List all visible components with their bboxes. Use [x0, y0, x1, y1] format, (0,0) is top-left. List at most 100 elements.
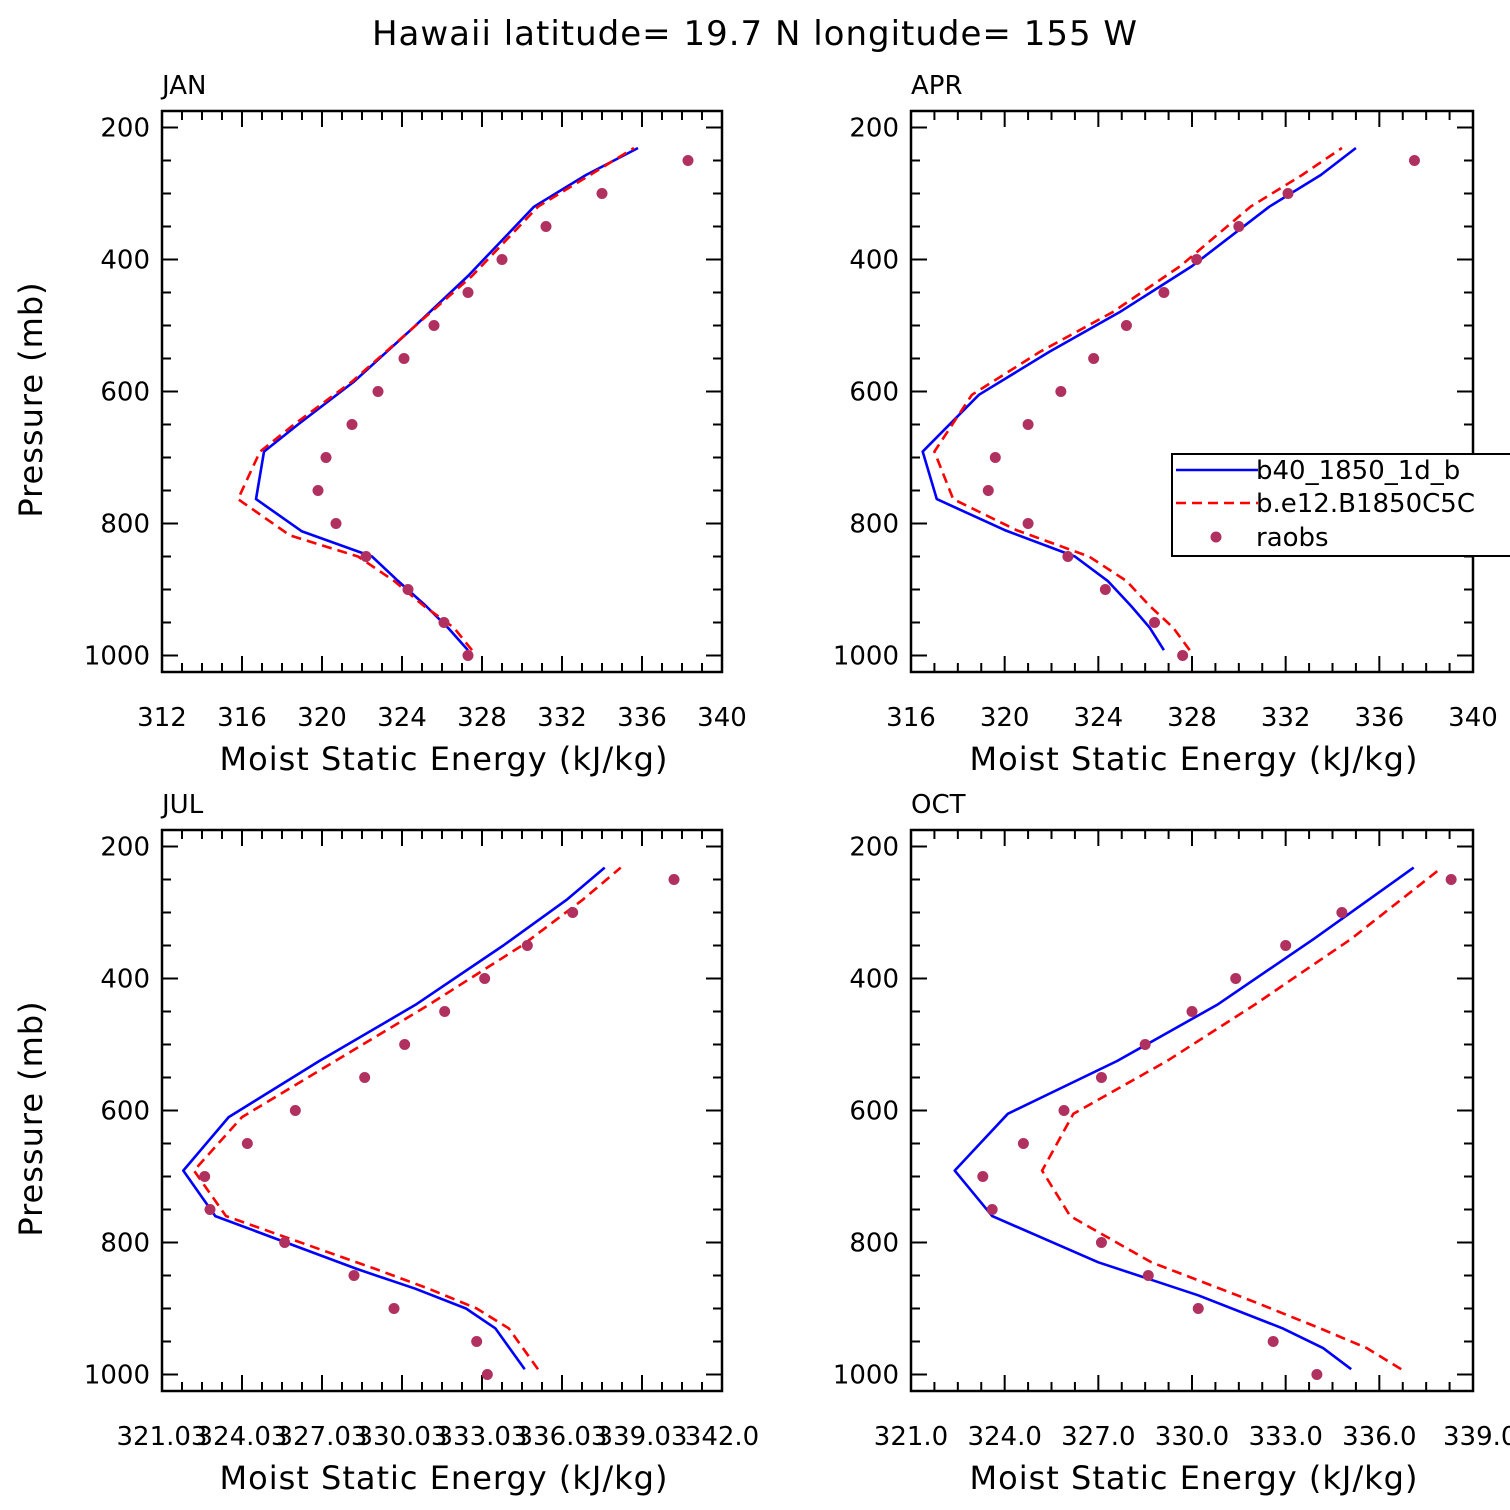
- raobs-point: [1233, 221, 1245, 232]
- y-tick-label: 800: [100, 510, 150, 540]
- x-tick-label: 336: [617, 703, 667, 733]
- series-line-b40: [953, 866, 1415, 1371]
- legend-marker-raobs: [1210, 531, 1222, 543]
- x-tick-label: 321.0: [874, 1422, 948, 1452]
- y-tick-label: 1000: [84, 642, 150, 672]
- x-tick-label: 320: [980, 703, 1030, 733]
- raobs-point: [1062, 551, 1074, 562]
- x-tick-label: 321.03: [117, 1422, 208, 1452]
- x-tick-label: 316: [217, 703, 267, 733]
- panel-jan: JAN 200 400 600 800 1000 312 316 320 324 328 332 336…: [12, 71, 747, 778]
- y-axis-title: Pressure (mb): [12, 1000, 50, 1236]
- raobs-point: [428, 320, 440, 331]
- panel-oct: OCT 200 400 600 800 1000 321.0 324.0 327.0 330.0 3…: [833, 790, 1510, 1497]
- plot-area: [236, 146, 694, 661]
- raobs-point: [289, 1105, 301, 1116]
- raobs-point: [496, 254, 508, 265]
- plot-frame: [909, 109, 1475, 674]
- x-axis-title: Moist Static Energy (kJ/kg): [970, 1459, 1419, 1497]
- figure-title: Hawaii latitude= 19.7 N longitude= 155 W: [372, 14, 1138, 54]
- legend-label: raobs: [1256, 523, 1329, 553]
- x-tick-label: 328: [1167, 703, 1217, 733]
- raobs-point: [540, 221, 552, 232]
- y-tick-label: 600: [849, 1097, 899, 1127]
- raobs-point: [989, 452, 1001, 463]
- raobs-point: [1022, 419, 1034, 430]
- raobs-point: [399, 1039, 411, 1050]
- legend-label: b40_1850_1d_b: [1256, 456, 1460, 486]
- raobs-point: [199, 1171, 211, 1182]
- y-tick-label: 800: [100, 1229, 150, 1259]
- x-tick-label: 320: [297, 703, 347, 733]
- raobs-point: [1139, 1039, 1151, 1050]
- y-tick-label: 400: [100, 246, 150, 276]
- raobs-point: [668, 874, 680, 885]
- x-tick-label: 336.0: [1342, 1422, 1416, 1452]
- plot-area: [182, 866, 680, 1380]
- raobs-point: [1088, 353, 1100, 364]
- series-line-b-e12: [236, 146, 635, 652]
- y-tick-label: 200: [849, 833, 899, 863]
- x-tick-label: 336: [1355, 703, 1405, 733]
- raobs-point: [1142, 1270, 1154, 1281]
- x-axis-title: Moist Static Energy (kJ/kg): [220, 1459, 669, 1497]
- x-tick-label: 340: [697, 703, 747, 733]
- raobs-point: [1191, 254, 1203, 265]
- raobs-point: [1058, 1105, 1070, 1116]
- raobs-point: [521, 940, 533, 951]
- raobs-point: [1311, 1369, 1323, 1380]
- legend-label: b.e12.B1850C5C: [1256, 489, 1475, 519]
- raobs-point: [1095, 1072, 1107, 1083]
- x-tick-label: 324.0: [967, 1422, 1041, 1452]
- panel-apr: APR 200 400 600 800 1000 316 320 324 328 332 336 340…: [833, 71, 1498, 778]
- y-tick-label: 600: [100, 378, 150, 408]
- raobs-point: [982, 485, 994, 496]
- x-tick-label: 330.03: [357, 1422, 448, 1452]
- panel-label: OCT: [911, 790, 966, 820]
- raobs-point: [372, 386, 384, 397]
- y-tick-label: 400: [849, 965, 899, 995]
- plot-area: [953, 866, 1457, 1380]
- plot-frame: [160, 828, 724, 1393]
- raobs-point: [1149, 617, 1161, 628]
- raobs-point: [360, 551, 372, 562]
- x-tick-label: 340: [1448, 703, 1498, 733]
- raobs-point: [1158, 287, 1170, 298]
- raobs-point: [1280, 940, 1292, 951]
- raobs-point: [1408, 155, 1420, 166]
- raobs-point: [398, 353, 410, 364]
- raobs-point: [279, 1237, 291, 1248]
- plot-area: [921, 146, 1420, 661]
- x-tick-label: 316: [886, 703, 936, 733]
- raobs-point: [330, 518, 342, 529]
- raobs-point: [462, 650, 474, 661]
- raobs-point: [1022, 518, 1034, 529]
- legend: b40_1850_1d_bb.e12.B1850C5C raobs: [1171, 453, 1510, 557]
- panels: JAN 200 400 600 800 1000 312 316 320 324 328 332 336…: [12, 71, 1510, 1497]
- raobs-point: [388, 1303, 400, 1314]
- raobs-point: [1099, 584, 1111, 595]
- y-tick-label: 800: [849, 1229, 899, 1259]
- series-line-b-e12: [1040, 866, 1443, 1371]
- raobs-point: [320, 452, 332, 463]
- raobs-point: [479, 973, 491, 984]
- raobs-point: [346, 419, 358, 430]
- y-tick-label: 1000: [84, 1361, 150, 1391]
- x-tick-label: 339.03: [597, 1422, 688, 1452]
- y-tick-label: 400: [849, 246, 899, 276]
- x-tick-label: 332: [537, 703, 587, 733]
- raobs-point: [359, 1072, 371, 1083]
- raobs-point: [1177, 650, 1189, 661]
- raobs-point: [1267, 1336, 1279, 1347]
- raobs-point: [439, 1006, 451, 1017]
- panel-label: APR: [911, 71, 963, 101]
- raobs-point: [1017, 1138, 1029, 1149]
- x-tick-label: 324: [377, 703, 427, 733]
- x-tick-label: 327.03: [277, 1422, 368, 1452]
- raobs-point: [471, 1336, 483, 1347]
- x-tick-label: 312: [137, 703, 187, 733]
- x-tick-label: 328: [457, 703, 507, 733]
- x-tick-label: 327.0: [1061, 1422, 1135, 1452]
- x-tick-label: 339.0: [1443, 1422, 1510, 1452]
